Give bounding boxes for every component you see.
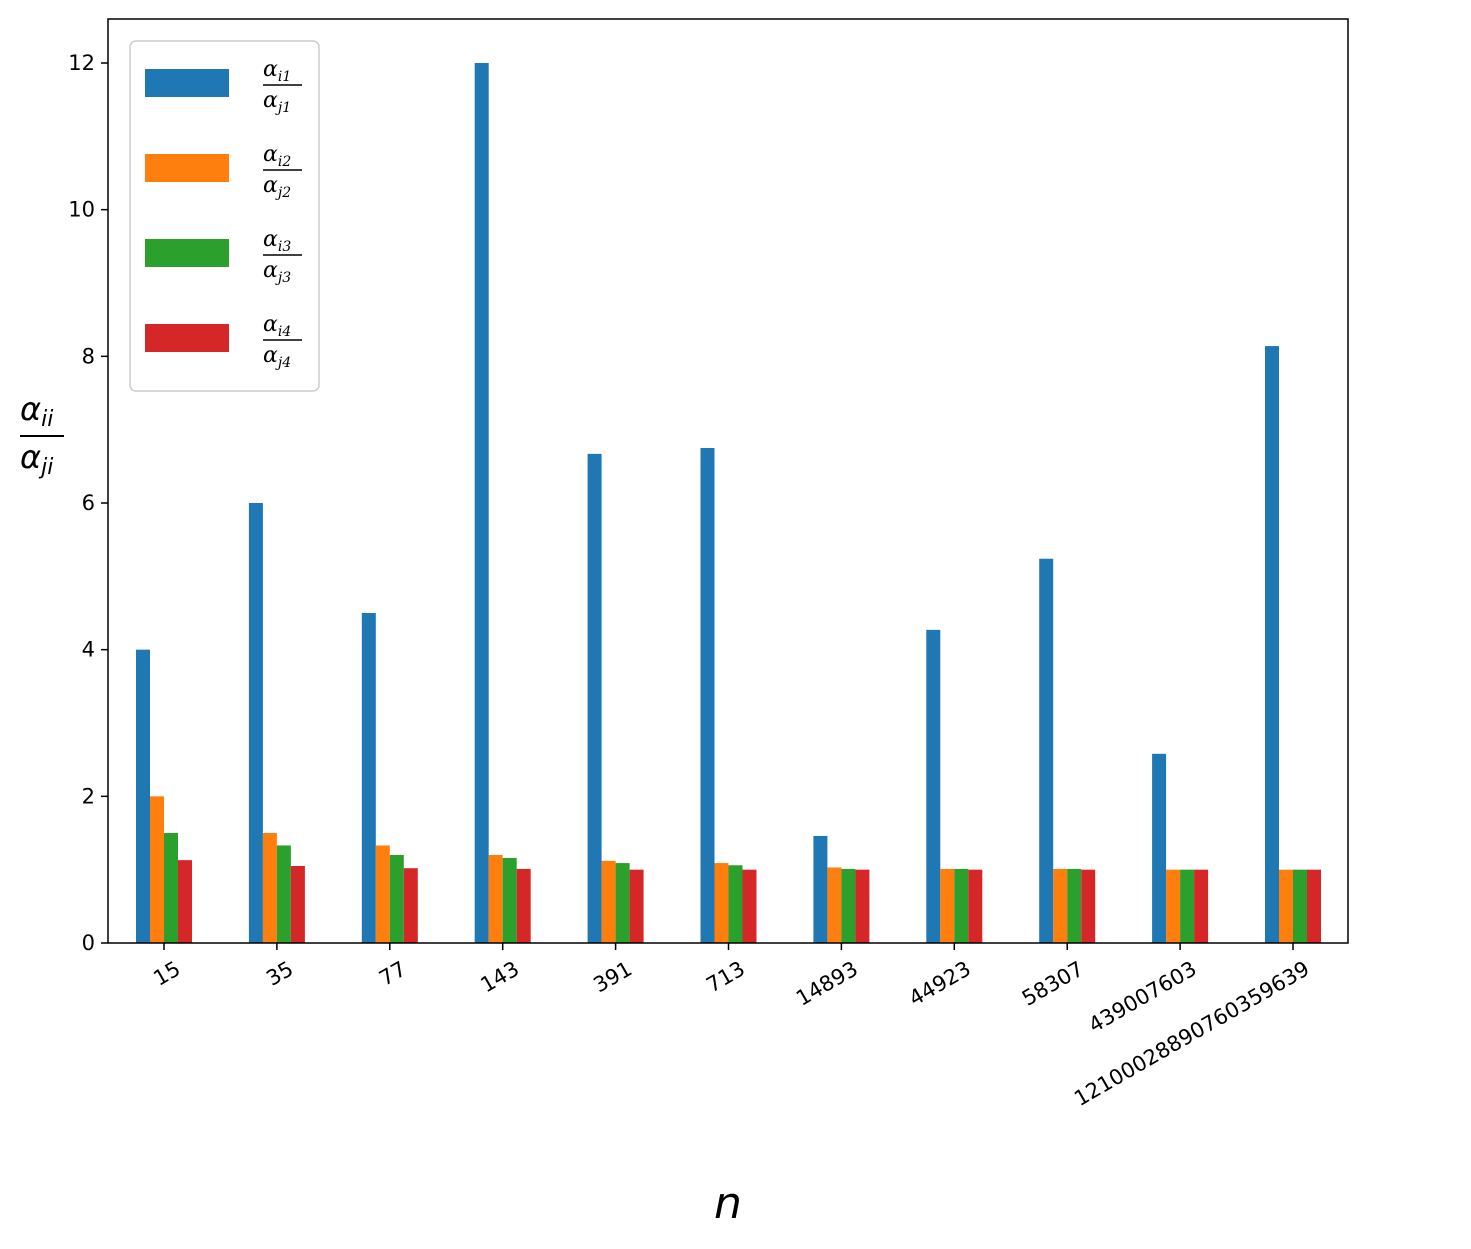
bar-3-35 [276,845,291,943]
y-tick-label: 10 [68,198,95,222]
svg-text:αii: αii [20,390,53,432]
y-axis-label: αii αji [20,390,64,480]
bar-1-439007603 [1152,753,1167,943]
bar-4-713 [742,869,757,943]
bar-3-12100028890760359639 [1293,869,1307,943]
y-label-numerator-sub: ii [41,407,53,432]
svg-text:αi4: αi4 [263,312,291,340]
bar-1-44923 [926,629,941,943]
bar-3-14893 [841,868,856,943]
bar-1-58307 [1039,558,1054,943]
legend-swatch-3 [145,239,229,267]
x-tick-label: 77 [375,957,410,991]
bar-2-391 [601,860,616,943]
x-tick-label: 14893 [792,957,862,1011]
y-axis: 0 2 4 6 8 10 12 [68,51,108,955]
bar-4-391 [629,869,644,943]
bar-1-77 [361,613,376,943]
bar-3-713 [728,865,743,943]
svg-text:αji: αji [20,438,53,480]
y-label-numerator: α [20,390,41,428]
x-axis: 15 35 77 143 391 713 14893 44923 583074390076031… [149,943,1314,1111]
bar-4-14893 [855,869,870,943]
bar-3-391 [615,863,630,943]
legend-swatch-2 [145,154,229,182]
y-tick-label: 4 [82,638,95,662]
bar-4-12100028890760359639 [1307,869,1321,943]
bar-4-44923 [968,869,983,943]
bar-1-12100028890760359639 [1265,346,1279,944]
svg-text:αj2: αj2 [263,173,291,201]
bar-3-77 [389,855,404,943]
bar-4-58307 [1081,869,1096,943]
y-tick-label: 12 [68,51,95,75]
legend-swatch-1 [145,69,229,97]
svg-text:αj1: αj1 [263,88,291,116]
svg-text:αj4: αj4 [263,343,291,371]
bar-3-439007603 [1180,869,1195,943]
bar-1-391 [587,453,602,943]
bar-1-35 [248,503,263,943]
bar-4-35 [290,866,305,943]
legend-swatch-4 [145,324,229,352]
x-tick-label: 713 [702,957,749,998]
legend-box [129,40,320,392]
bar-2-35 [262,833,277,943]
bar-1-15 [136,649,150,943]
x-tick-label: 44923 [905,957,975,1011]
x-axis-label: n [714,1178,742,1229]
bar-3-143 [502,857,517,943]
bar-3-44923 [954,868,969,943]
y-tick-label: 8 [82,344,95,368]
bar-1-14893 [813,835,828,943]
bar-2-12100028890760359639 [1279,869,1293,943]
bar-2-15 [150,796,164,943]
x-tick-label: 143 [476,957,523,998]
y-label-denominator-sub: ji [38,455,53,480]
x-tick-label: 391 [589,957,636,998]
bar-4-439007603 [1194,869,1209,943]
bar-2-439007603 [1166,869,1181,943]
bar-4-15 [178,860,192,943]
bar-4-143 [516,868,531,943]
bar-3-58307 [1067,868,1082,943]
bar-3-15 [164,833,178,943]
y-tick-label: 0 [82,931,95,955]
bar-2-143 [488,855,503,943]
y-label-denominator: α [20,438,41,476]
bar-4-77 [403,868,418,943]
bar-2-14893 [827,867,842,943]
x-tick-label: 58307 [1018,957,1088,1011]
y-tick-label: 6 [82,491,95,515]
y-tick-label: 2 [82,784,95,808]
bar-2-77 [375,845,390,943]
bar-1-143 [474,63,489,943]
bar-1-713 [700,448,715,943]
bar-2-713 [714,863,729,943]
svg-text:αj3: αj3 [263,258,291,286]
x-tick-label: 15 [149,957,184,991]
bars-layer [136,63,1321,944]
bar-2-58307 [1053,868,1068,943]
bar-2-44923 [940,868,955,943]
x-tick-label: 35 [262,957,297,991]
